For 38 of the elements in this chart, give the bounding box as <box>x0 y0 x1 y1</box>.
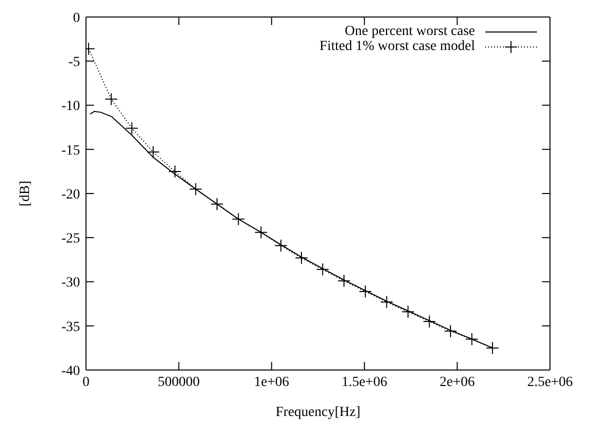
point <box>380 296 394 309</box>
point <box>337 274 350 288</box>
y-tick-label: -15 <box>61 143 80 158</box>
point <box>189 182 202 196</box>
x-tick-label: 500000 <box>158 374 200 390</box>
point <box>274 239 288 252</box>
point <box>465 332 478 346</box>
y-axis-title: [dB] <box>18 180 33 206</box>
y-tick-label: -25 <box>61 232 80 247</box>
point <box>146 146 160 159</box>
point <box>254 226 268 239</box>
y-tick-label: -5 <box>68 55 80 70</box>
point <box>486 341 499 354</box>
legend-label: Fitted 1% worst case model <box>319 39 475 54</box>
point <box>316 262 330 276</box>
point <box>402 305 415 318</box>
point <box>422 314 436 328</box>
y-tick-label: -40 <box>61 364 80 379</box>
point <box>444 324 458 338</box>
x-tick-label: 1.5e+06 <box>342 374 388 390</box>
y-tick-label: 0 <box>73 10 80 26</box>
point <box>210 198 224 211</box>
point <box>294 251 308 264</box>
legend-label: One percent worst case <box>344 24 475 39</box>
point <box>125 122 138 135</box>
x-tick-label: 1e+06 <box>254 374 290 390</box>
y-tick-label: -30 <box>61 276 80 291</box>
x-tick-label: 2.5e+06 <box>527 374 573 390</box>
x-tick-label: 0 <box>82 374 90 390</box>
point <box>168 164 182 178</box>
x-axis-title: Frequency[Hz] <box>276 405 360 420</box>
y-tick-label: -35 <box>61 320 80 335</box>
y-tick-label: -10 <box>61 99 80 114</box>
x-tick-label: 2e+06 <box>440 374 475 390</box>
point <box>358 284 372 298</box>
point <box>232 212 245 226</box>
y-tick-label: -20 <box>61 187 80 202</box>
point <box>104 92 118 106</box>
